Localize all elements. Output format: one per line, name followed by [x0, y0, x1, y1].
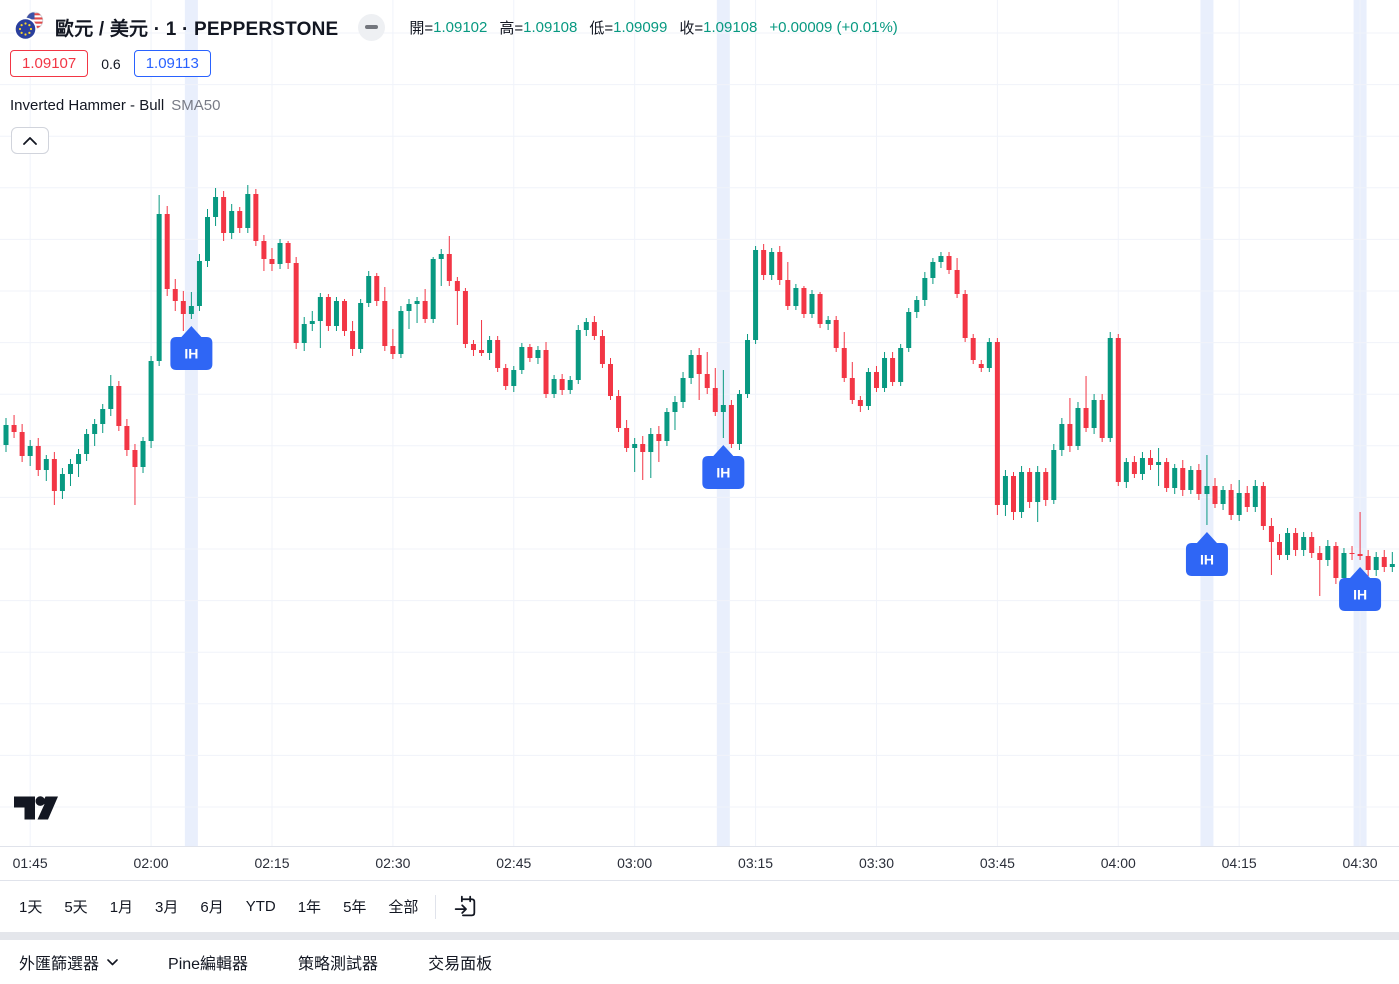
range-button-1d[interactable]: 1天 [8, 889, 53, 924]
indicator-name: Inverted Hammer - Bull [10, 97, 165, 114]
time-axis-label: 03:15 [738, 855, 774, 871]
time-axis[interactable]: 01:45 02:00 02:15 02:30 02:45 03:00 03:15 03:30… [0, 846, 1399, 880]
low-label: 低= [589, 19, 614, 37]
inverted-hammer-marker[interactable]: IH [1185, 532, 1228, 576]
indicator-legend[interactable]: Inverted Hammer - Bull SMA50 [10, 97, 220, 114]
bottom-tab-forex-screener[interactable]: 外匯篩選器 [17, 946, 120, 978]
chevron-up-icon[interactable] [11, 127, 49, 154]
toolbar-divider [435, 894, 437, 919]
range-button-1m[interactable]: 1月 [99, 889, 144, 924]
svg-text:IH: IH [1200, 552, 1214, 568]
indicator-param: SMA50 [171, 97, 221, 114]
chart-panel[interactable]: IH IH IH IH [0, 0, 1399, 846]
change-value: +0.00009 (+0.01%) [769, 18, 898, 36]
bottom-tab-trading-panel[interactable]: 交易面板 [426, 946, 494, 978]
time-axis-label: 04:15 [1221, 855, 1257, 871]
tradingview-logo[interactable] [13, 795, 59, 827]
candlestick-chart[interactable]: IH IH IH IH [0, 0, 1399, 846]
calendar-go-to-date-icon[interactable] [446, 890, 485, 923]
range-button-6m[interactable]: 6月 [189, 889, 234, 924]
spread-value: 0.6 [101, 55, 121, 72]
bottom-bar: 外匯篩選器 Pine編輯器 策略測試器 交易面板 [0, 940, 1399, 984]
minus-icon[interactable] [358, 13, 386, 41]
buy-price-button[interactable]: 1.09113 [133, 50, 211, 77]
time-axis-label: 04:00 [1100, 855, 1136, 871]
time-axis-label: 02:30 [375, 855, 411, 871]
high-value: 1.09108 [523, 18, 578, 36]
panel-divider [0, 932, 1399, 940]
time-axis-label: 03:30 [858, 855, 894, 871]
time-axis-label: 02:45 [496, 855, 532, 871]
sell-price-button[interactable]: 1.09107 [10, 50, 89, 77]
bottom-tab-pine-editor[interactable]: Pine編輯器 [166, 946, 250, 978]
time-axis-label: 02:15 [254, 855, 290, 871]
candlestick-series[interactable] [3, 185, 1395, 596]
range-button-5y[interactable]: 5年 [332, 889, 377, 924]
close-label: 收= [679, 19, 704, 37]
time-axis-label: 03:00 [617, 855, 653, 871]
svg-text:IH: IH [1353, 587, 1367, 603]
time-axis-label: 01:45 [12, 855, 48, 871]
low-value: 1.09099 [613, 18, 668, 36]
svg-text:IH: IH [184, 346, 198, 362]
range-button-1y[interactable]: 1年 [287, 889, 332, 924]
svg-text:IH: IH [716, 465, 730, 481]
range-button-ytd[interactable]: YTD [235, 891, 287, 922]
bottom-tab-strategy-tester[interactable]: 策略測試器 [296, 946, 380, 978]
inverted-hammer-marker[interactable]: IH [702, 445, 745, 489]
time-axis-label: 04:30 [1342, 855, 1378, 871]
grid-lines [0, 0, 1399, 846]
range-toolbar: 1天 5天 1月 3月 6月 YTD 1年 5年 全部 [0, 880, 1399, 932]
range-button-3m[interactable]: 3月 [144, 889, 189, 924]
time-axis-label: 02:00 [133, 855, 169, 871]
eur-usd-flag-icon [14, 11, 46, 43]
time-axis-label: 03:45 [979, 855, 1015, 871]
inverted-hammer-marker[interactable]: IH [1339, 567, 1382, 611]
ohlc-readout: 開= 1.09102 高= 1.09108 低= 1.09099 收= 1.09108 … [409, 17, 897, 38]
range-button-all[interactable]: 全部 [377, 889, 429, 924]
symbol-header: 歐元 / 美元 · 1 · PEPPERSTONE 開= 1.09102 高= 1.… [14, 11, 898, 43]
range-button-5d[interactable]: 5天 [53, 889, 98, 924]
pattern-markers[interactable]: IH IH IH IH [170, 326, 1382, 611]
chevron-down-icon [107, 958, 118, 965]
close-value: 1.09108 [703, 18, 758, 36]
pattern-highlight-bands [184, 0, 1367, 846]
inverted-hammer-marker[interactable]: IH [170, 326, 213, 370]
high-label: 高= [499, 19, 524, 37]
symbol-title[interactable]: 歐元 / 美元 · 1 · PEPPERSTONE [55, 18, 339, 40]
open-label: 開= [409, 19, 434, 37]
open-value: 1.09102 [433, 18, 488, 36]
bid-ask-row: 1.09107 0.6 1.09113 [10, 50, 211, 77]
